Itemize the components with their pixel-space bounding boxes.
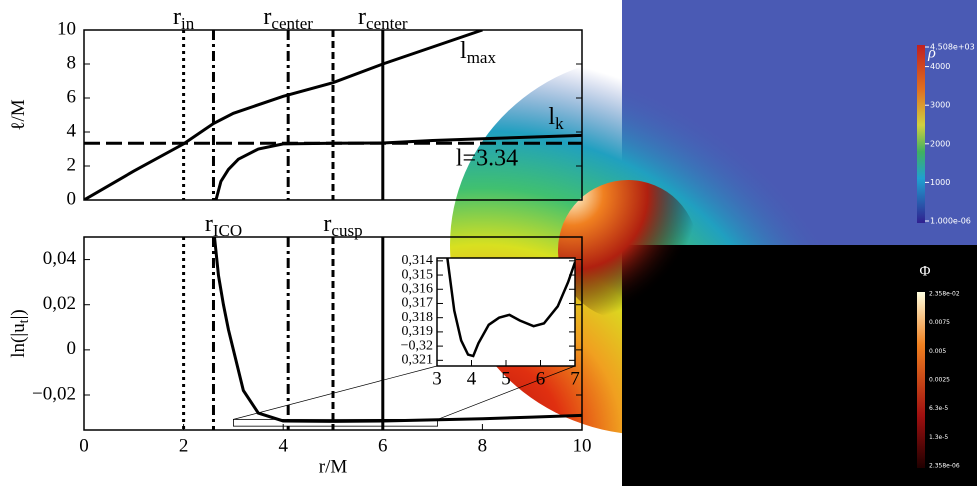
x-tick-label: 7 — [570, 368, 580, 389]
y-tick-label: 0,02 — [43, 293, 76, 314]
y-tick-label: 0,315 — [402, 267, 434, 282]
label-sub: max — [467, 48, 497, 67]
colorbar-label: 2.358e-02 — [929, 291, 960, 298]
colorbar-label: 0.0025 — [929, 377, 950, 384]
x-tick-label: 4 — [467, 368, 477, 389]
x-tick-label: 4 — [278, 435, 288, 456]
plot-area — [84, 30, 582, 200]
label-main: l — [460, 38, 467, 64]
x-tick-label: 10 — [573, 435, 592, 456]
x-tick-label: 3 — [432, 368, 442, 389]
label-sub: center — [366, 14, 408, 33]
y-tick-label: 0 — [67, 338, 77, 359]
label-sub: in — [181, 14, 195, 33]
label-sub: cusp — [331, 221, 362, 240]
label-main: |) — [8, 309, 29, 319]
y-tick-label: −0,32 — [401, 338, 433, 353]
curve-label: l=3.34 — [456, 146, 518, 172]
colorbar-label: 1.3e-5 — [929, 434, 948, 441]
zoom-connector — [437, 365, 576, 420]
colorbar-label: 3000 — [930, 101, 950, 110]
x-tick-label: 0 — [79, 435, 89, 456]
colorbar-label: 0.0075 — [929, 319, 950, 326]
colorbar — [917, 292, 925, 468]
y-tick-label: 0,318 — [402, 310, 434, 325]
y-tick-label: 0,317 — [402, 296, 434, 311]
potential-blob — [558, 180, 698, 320]
line-label: rin — [173, 4, 195, 33]
plot-area — [182, 237, 582, 430]
label-sub: k — [555, 114, 564, 133]
colorbar — [917, 45, 925, 223]
label-main: ℓ/M — [8, 99, 29, 130]
colorbar-label: 2.358e-06 — [929, 463, 960, 470]
y-axis-label: ℓ/M — [8, 99, 29, 130]
zoom-connector — [233, 365, 438, 420]
curve-label: lmax — [460, 38, 496, 67]
x-axis-label: r/M — [319, 456, 348, 477]
line-label: rcenter — [263, 4, 313, 33]
y-tick-label: 0,04 — [43, 248, 77, 269]
line-label: rcenter — [358, 4, 408, 33]
label-sub: ICO — [213, 221, 242, 240]
colorbar-label: 0.005 — [929, 348, 946, 355]
label-main: l — [548, 104, 555, 130]
curve — [446, 258, 575, 358]
y-tick-label: 4 — [67, 120, 77, 141]
y-tick-label: 6 — [67, 86, 77, 107]
label-sub: t — [17, 319, 32, 323]
plot-area — [446, 258, 575, 358]
panel-symbol: ρ — [927, 45, 936, 62]
y-tick-label: 0,314 — [402, 253, 434, 268]
curve — [84, 30, 483, 200]
x-tick-label: 6 — [378, 435, 388, 456]
x-tick-label: 8 — [478, 435, 488, 456]
y-tick-label: 2 — [67, 154, 77, 175]
x-tick-label: 5 — [501, 368, 511, 389]
colorbar-label: 6.3e-5 — [929, 405, 948, 412]
y-tick-label: 10 — [57, 18, 76, 39]
line-label: rcusp — [323, 211, 362, 240]
y-tick-label: 0,319 — [402, 324, 434, 339]
label-main: r — [358, 4, 366, 30]
label-main: ln(|u — [8, 323, 29, 358]
y-tick-label: 0,321 — [402, 353, 434, 368]
label-main: r — [323, 211, 331, 237]
y-axis-label: ln(|ut|) — [8, 309, 32, 357]
line-label: rICO — [205, 211, 242, 240]
label-main: r — [173, 4, 181, 30]
curve — [212, 237, 582, 423]
x-tick-label: 6 — [536, 368, 546, 389]
y-tick-label: 0,316 — [402, 281, 434, 296]
colorbar-label: 4000 — [930, 62, 950, 71]
label-sub: center — [271, 14, 313, 33]
label-main: r — [205, 211, 213, 237]
label-main: r — [263, 4, 271, 30]
panel-symbol: Φ — [920, 263, 931, 279]
y-tick-label: 0 — [67, 188, 77, 209]
y-tick-label: 8 — [67, 52, 77, 73]
colorbar-label: 2000 — [930, 139, 950, 148]
curve-label: lk — [548, 104, 564, 133]
y-tick-label: −0,02 — [32, 383, 76, 404]
colorbar-label: 1000 — [930, 178, 950, 187]
colorbar-label: 4.508e+03 — [930, 43, 975, 52]
colorbar-label: 1.000e-06 — [930, 217, 971, 226]
x-tick-label: 2 — [179, 435, 189, 456]
zoom-box — [232, 418, 438, 427]
